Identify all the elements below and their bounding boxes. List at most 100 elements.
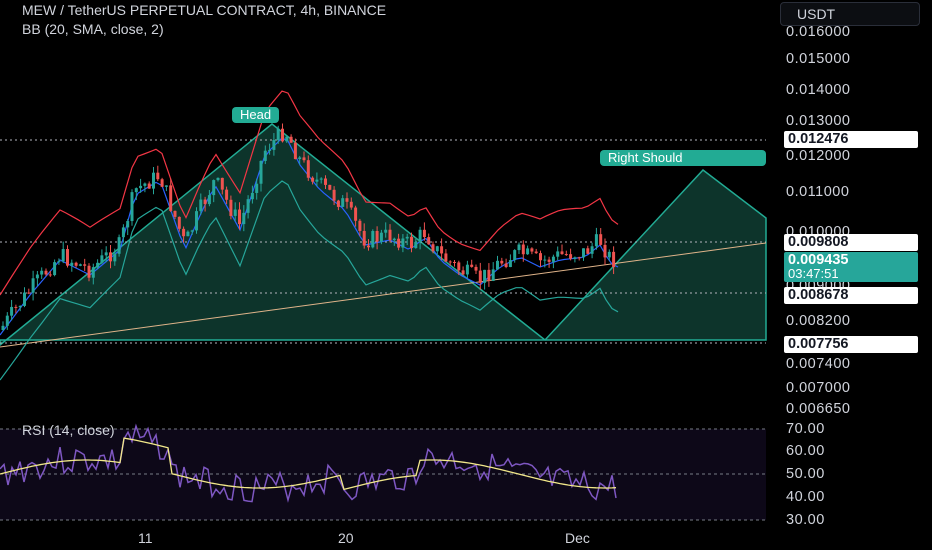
candle-body [530,248,534,252]
candle-body [504,263,508,268]
price-tag-last: 0.009435 [784,252,918,269]
chart-title[interactable]: MEW / TetherUS PERPETUAL CONTRACT, 4h, B… [22,2,387,18]
candle-body [564,254,568,256]
candle-body [14,306,18,308]
price-label: 0.006650 [786,401,851,417]
price-label: 0.014000 [786,82,851,98]
candle-body [513,250,517,261]
rsi-title[interactable]: RSI (14, close) [22,422,115,438]
candle-body [375,230,379,242]
candle-body [289,136,293,143]
candle-body [117,237,121,254]
candle-body [113,253,117,262]
candle-body [27,292,31,294]
candle-body [526,248,530,255]
candle-body [487,269,491,281]
candle-body [143,183,147,186]
candle-body [422,229,426,238]
bb-upper-band [0,90,619,296]
candle-body [607,251,611,258]
candle-body [388,229,392,241]
rsi-line [0,423,617,503]
candle-body [358,220,362,231]
bb-lower-band [0,180,619,381]
rsi-axis-label: 60.00 [786,443,825,459]
candle-body [362,230,366,246]
time-label: 20 [338,530,354,546]
candle-body [44,270,48,275]
candle-body [229,199,233,216]
candle-body [242,212,246,225]
candle-body [319,178,323,180]
candle-body [302,157,306,161]
candle-body [40,270,44,275]
candle-body [508,260,512,268]
candle-body [281,128,284,142]
candle-body [474,266,478,271]
currency-button[interactable]: USDT [780,2,920,26]
candle-body [263,150,267,161]
candle-body [298,157,302,160]
time-label: Dec [565,530,590,546]
candle-body [547,259,551,262]
candle-body [78,264,82,266]
candle-body [367,245,370,248]
candle-body [336,200,340,207]
candle-body [594,234,598,247]
candle-body [164,185,168,187]
candle-body [440,246,444,254]
candle-body [324,178,327,185]
annotation-right-shoulder[interactable]: Right Should [600,150,766,166]
candle-body [448,261,452,263]
candle-body [220,177,224,190]
candle-body [517,244,521,251]
candle-body [96,262,100,268]
candle-body [109,252,112,262]
candle-body [569,254,573,259]
candle-body [556,251,560,257]
price-label: 0.007400 [786,356,851,372]
candle-body [435,246,439,252]
candle-body [5,315,9,326]
annotation-head[interactable]: Head [232,107,280,123]
candle-body [31,278,35,293]
candle-body [345,198,349,202]
candle-body [160,179,164,187]
candle-body [53,262,57,276]
candle-body [328,184,332,190]
price-label: 0.007000 [786,380,851,396]
candle-body [10,306,14,316]
candle-body [74,262,78,266]
candle-body [285,136,289,142]
candle-body [1,325,5,330]
candle-body [500,260,504,264]
candle-body [87,265,91,278]
candle-body [573,257,577,259]
price-tag-top-level: 0.012476 [784,131,918,148]
candle-body [134,188,138,193]
candle-body [156,172,160,180]
trend-line[interactable] [0,242,767,348]
price-tag-bottom-level: 0.007756 [784,336,918,353]
price-label: 0.013000 [786,113,851,129]
price-tag-bb-lower: 0.008678 [784,287,918,304]
candle-body [384,229,388,233]
price-label: 0.011000 [786,184,850,200]
candle-body [186,231,190,237]
candle-body [91,267,95,278]
candle-body [104,252,108,256]
price-label: 0.015000 [786,51,851,67]
indicator-label[interactable]: BB (20, SMA, close, 2) [22,21,164,37]
candle-body [560,251,564,255]
candle-body [57,261,61,263]
candle-body [130,192,134,222]
candle-body [121,227,125,238]
candle-body [410,236,413,249]
candle-body [379,232,383,242]
rsi-axis-label: 50.00 [786,466,825,482]
candle-body [147,183,151,189]
candle-body [315,179,319,182]
candle-body [177,216,181,229]
candle-body [212,180,216,196]
